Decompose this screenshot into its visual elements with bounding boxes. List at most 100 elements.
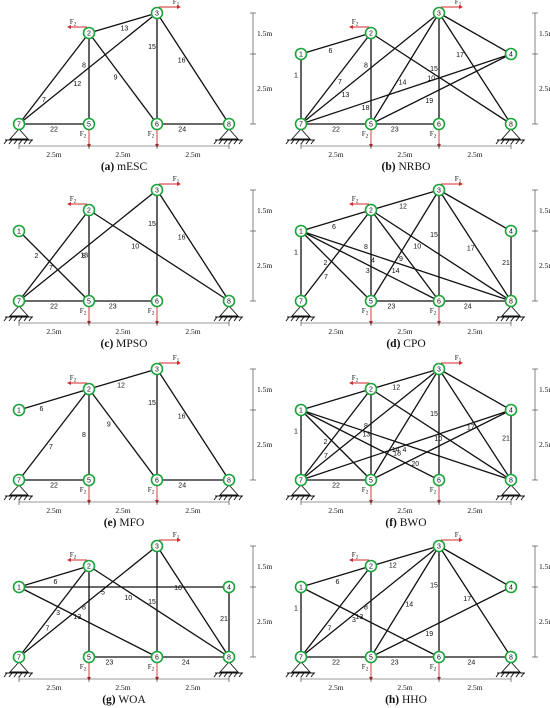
bay-dimension-2: 2.5m (115, 506, 130, 515)
truss-node (12, 294, 26, 308)
pin-support-left-triangle (290, 128, 312, 140)
truss-node (12, 117, 26, 131)
truss-node (294, 294, 308, 308)
force-f2-label-subscript: 2 (356, 23, 359, 28)
truss-node (432, 650, 446, 664)
force-f2-down-node6-label: F2 (430, 486, 437, 496)
pin-support-right (213, 484, 243, 501)
arrowhead-icon (459, 5, 463, 9)
truss-node (222, 294, 236, 308)
pin-support-right-hatch (515, 316, 520, 322)
truss-node (82, 473, 96, 487)
truss-member (370, 368, 440, 481)
pin-support-right-hatch (500, 495, 505, 501)
pin-support-right-hatch (218, 495, 223, 501)
truss-node (294, 47, 308, 61)
force-f1-label-subscript: 1 (459, 180, 462, 185)
node-label: 7 (299, 478, 303, 485)
member-label: 24 (468, 660, 476, 667)
member-label: 22 (50, 304, 58, 311)
force-f2-down-node5-label: F2 (80, 130, 87, 140)
force-f2-label-symbol: F (70, 195, 74, 203)
truss-node (504, 650, 518, 664)
force-f2-down-node6-label-subscript: 2 (434, 668, 437, 673)
node-label: 2 (87, 208, 91, 215)
height-dimension-top: 1.5m (539, 385, 550, 394)
member-label: 7 (324, 453, 328, 460)
bay-dimension-3: 2.5m (185, 683, 200, 692)
pin-support-left (285, 128, 315, 145)
member-label: 8 (82, 253, 86, 260)
force-f2-label-symbol: F (352, 551, 356, 559)
member-label: 19 (425, 98, 433, 105)
pin-support-left-triangle (290, 484, 312, 496)
member-label: 8 (364, 244, 368, 251)
pin-support-right-hatch (495, 672, 500, 678)
truss-node (432, 117, 446, 131)
force-f2-down-node5-label-symbol: F (80, 663, 84, 671)
pin-support-left-hatch (8, 672, 13, 678)
force-f1-label: F1 (455, 531, 462, 541)
arrowhead-icon (67, 202, 71, 206)
pin-support-left-hatch (13, 495, 18, 501)
member-label: 1 (294, 250, 298, 257)
node-label: 1 (299, 52, 303, 59)
member-label: 13 (80, 252, 88, 259)
bay-dimension-3: 2.5m (185, 150, 200, 159)
pin-support-left-hatch (300, 316, 305, 322)
node-label: 5 (87, 478, 91, 485)
member-label: 15 (148, 44, 156, 51)
truss-member (18, 189, 158, 302)
member-label: 10 (434, 436, 442, 443)
truss-member (88, 32, 158, 125)
member-label: 17 (467, 425, 475, 432)
panel-caption-letter: (h) (385, 694, 399, 706)
force-f2-down-node6-label: F2 (430, 663, 437, 673)
member-label: 3 (366, 268, 370, 275)
node-label: 7 (17, 122, 21, 129)
truss-member (18, 388, 90, 411)
truss-node (82, 559, 96, 573)
node-label: 3 (155, 367, 159, 374)
member-label: 24 (178, 483, 186, 490)
pin-support-left-hatch (23, 139, 28, 145)
pin-support-right-hatch (228, 139, 233, 145)
force-f1-label: F1 (455, 354, 462, 364)
panel-caption: (d) CPO (386, 338, 425, 350)
node-label: 3 (155, 11, 159, 18)
member-label: 14 (392, 447, 400, 454)
truss-node (12, 473, 26, 487)
member-label: 6 (328, 48, 332, 55)
node-label: 5 (369, 655, 373, 662)
truss-member (18, 388, 90, 481)
force-f2-down-node6-label-symbol: F (430, 663, 434, 671)
pin-support-right-triangle (500, 484, 522, 496)
pin-support-right-hatch (495, 139, 500, 145)
pin-support-left-hatch (300, 495, 305, 501)
member-label: 17 (463, 596, 471, 603)
arrowhead-icon (349, 202, 353, 206)
member-label: 23 (391, 660, 399, 667)
member-label: 13 (73, 614, 81, 621)
panel-caption: (g) WOA (102, 694, 146, 706)
node-label: 3 (437, 367, 441, 374)
truss-node (364, 294, 378, 308)
truss-member (370, 12, 440, 125)
panel-caption-name: NRBO (398, 161, 430, 173)
force-f1-label-subscript: 1 (459, 536, 462, 541)
member-label: 20 (411, 461, 419, 468)
member-label: 15 (430, 232, 438, 239)
pin-support-right-hatch (233, 672, 238, 678)
pin-support-left-hatch (28, 672, 33, 678)
force-f2-down-node5-label-symbol: F (362, 130, 366, 138)
node-label: 4 (509, 408, 513, 415)
member-label: 8 (82, 432, 86, 439)
pin-support-left (285, 661, 315, 678)
truss-member (438, 189, 512, 232)
height-dimension-top: 1.5m (257, 206, 272, 215)
pin-support-right-hatch (223, 495, 228, 501)
member-label: 6 (332, 224, 336, 231)
truss-member (300, 12, 440, 125)
